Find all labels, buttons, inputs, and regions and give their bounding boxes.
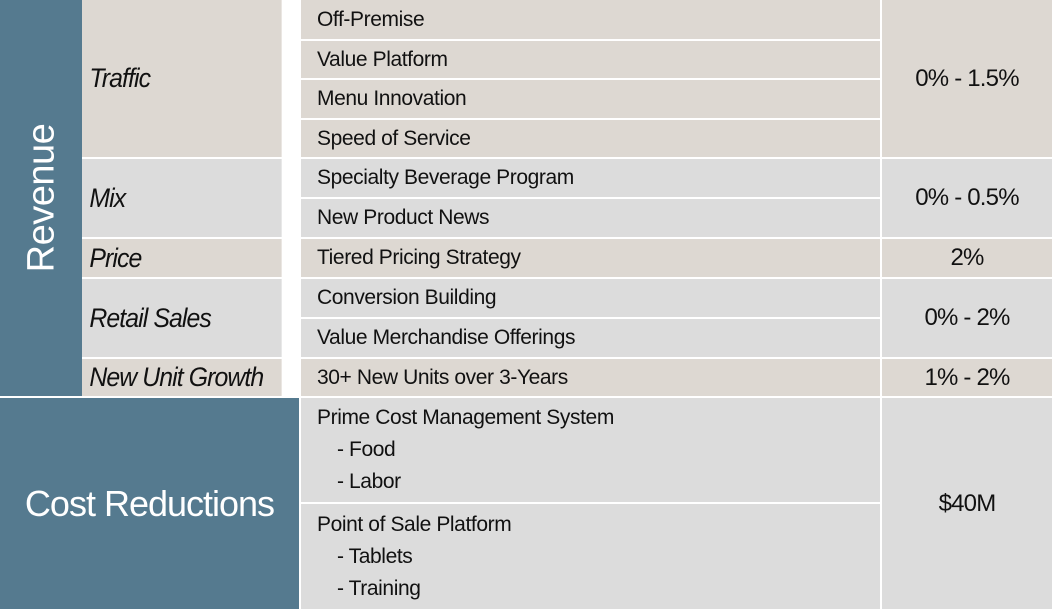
item-new-units: 30+ New Units over 3-Years	[301, 359, 880, 396]
item-value-merchandise-offerings: Value Merchandise Offerings	[301, 319, 880, 357]
cost-sub-item: - Tablets	[337, 544, 413, 568]
revenue-label: Revenue	[20, 123, 63, 273]
category-traffic: Traffic	[82, 0, 282, 157]
category-price: Price	[82, 239, 282, 277]
item-conversion-building: Conversion Building	[301, 279, 880, 317]
value-traffic: 0% - 1.5%	[882, 0, 1052, 157]
item-speed-of-service: Speed of Service	[301, 120, 880, 157]
value-new-unit-growth: 1% - 2%	[882, 359, 1052, 396]
cost-item-title: Point of Sale Platform	[317, 512, 512, 536]
item-value-platform: Value Platform	[301, 41, 880, 78]
value-price: 2%	[882, 239, 1052, 277]
cost-sub-item: - Labor	[337, 470, 401, 493]
cost-sub-item: - Training	[337, 576, 421, 600]
category-mix: Mix	[82, 159, 282, 237]
value-retail-sales: 0% - 2%	[882, 279, 1052, 357]
value-cost-reductions: $40M	[882, 398, 1052, 609]
item-new-product-news: New Product News	[301, 199, 880, 237]
cost-reductions-label: Cost Reductions	[0, 398, 299, 609]
revenue-section	[0, 0, 82, 396]
category-retail-sales: Retail Sales	[82, 279, 282, 357]
item-specialty-beverage-program: Specialty Beverage Program	[301, 159, 880, 197]
value-mix: 0% - 0.5%	[882, 159, 1052, 237]
cost-sub-item: - Food	[337, 438, 396, 461]
cost-item-title: Prime Cost Management System	[317, 406, 614, 429]
item-menu-innovation: Menu Innovation	[301, 80, 880, 118]
item-tiered-pricing-strategy: Tiered Pricing Strategy	[301, 239, 880, 277]
category-new-unit-growth: New Unit Growth	[82, 359, 282, 396]
cost-item-prime-cost: Prime Cost Management System - Food - La…	[301, 398, 880, 502]
item-off-premise: Off-Premise	[301, 0, 880, 39]
cost-item-point-of-sale: Point of Sale Platform - Tablets - Train…	[301, 504, 880, 609]
